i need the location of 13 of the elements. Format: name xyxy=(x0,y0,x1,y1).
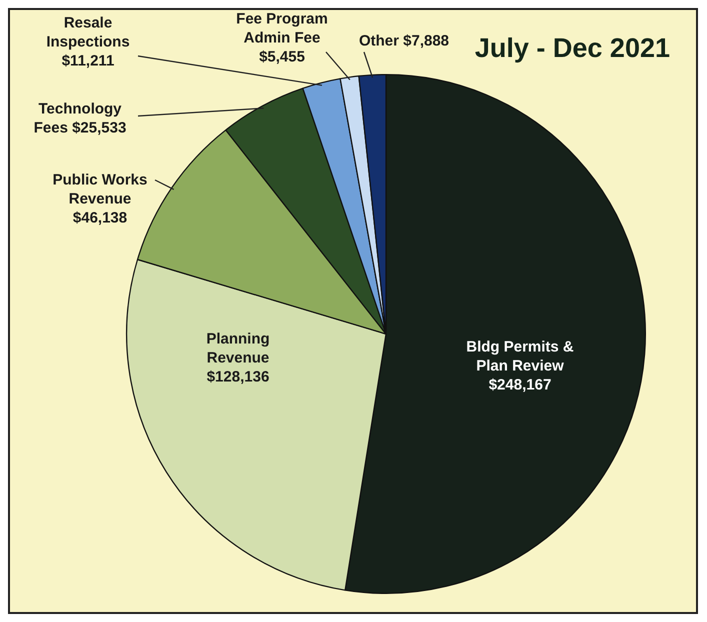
data-label: $128,136 xyxy=(206,368,270,386)
slice-label: Planning Revenue xyxy=(206,330,270,367)
slice-label: Other $7,888 xyxy=(358,32,450,50)
slice-label: Public Works Revenue xyxy=(52,172,148,208)
data-label: $11,211 xyxy=(62,52,114,70)
text: July - Dec 2021 xyxy=(474,32,670,63)
data-label: $248,167 xyxy=(488,376,552,394)
slice-label: Bldg Permits & Plan Review xyxy=(466,338,574,375)
data-label: $5,455 xyxy=(259,48,305,66)
slice-label: Technology Fees $25,533 xyxy=(34,100,126,137)
slice-label: Fee Program Admin Fee xyxy=(236,10,328,47)
slice-label: Resale Inspections xyxy=(46,14,130,51)
data-label: $46,138 xyxy=(72,210,128,227)
